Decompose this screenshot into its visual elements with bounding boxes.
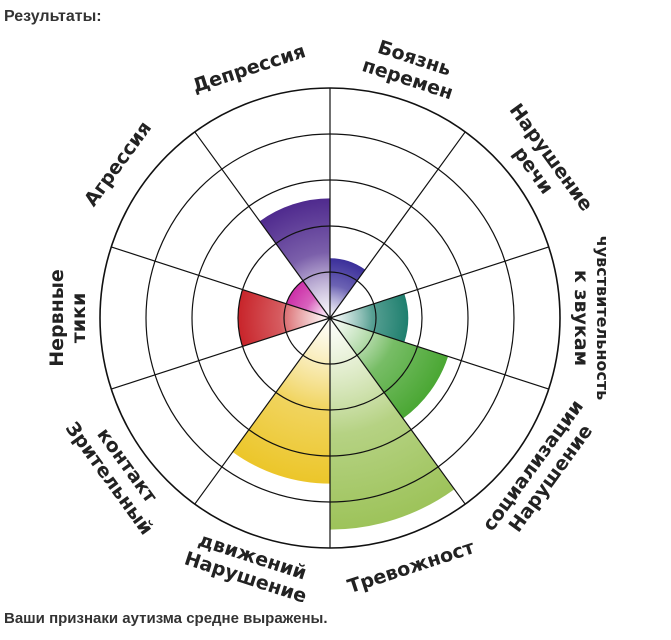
chart-sectors bbox=[232, 198, 455, 530]
label-7: контактЗрительный bbox=[61, 405, 175, 539]
grid-spoke-5 bbox=[329, 317, 466, 505]
result-text: Ваши признаки аутизма средне выражены. bbox=[4, 610, 328, 627]
grid-spoke-3 bbox=[329, 246, 549, 319]
label-9: Агрессия bbox=[80, 117, 156, 210]
sector-6 bbox=[232, 318, 330, 484]
grid-spoke-4 bbox=[329, 317, 549, 390]
label-10: Депрессия bbox=[190, 40, 309, 97]
chart-grid bbox=[99, 87, 561, 549]
label-6: движенийНарушение bbox=[182, 527, 316, 608]
label-3: чувствительностьк звукам bbox=[570, 236, 612, 401]
label-2: Нарушениеречи bbox=[487, 100, 597, 229]
label-8: Нервныетики bbox=[46, 269, 90, 367]
grid-spoke-10 bbox=[194, 131, 331, 319]
grid-spoke-8 bbox=[111, 317, 331, 390]
grid-spoke-2 bbox=[329, 131, 466, 319]
sector-9 bbox=[286, 280, 330, 318]
results-heading: Результаты: bbox=[4, 8, 102, 25]
sector-3 bbox=[330, 293, 409, 343]
sector-10 bbox=[259, 198, 330, 318]
grid-spoke-9 bbox=[111, 246, 331, 319]
label-1: Боязньперемен bbox=[359, 33, 462, 104]
sector-4 bbox=[330, 318, 449, 419]
label-4: социализацииНарушение bbox=[478, 396, 605, 548]
grid-spoke-7 bbox=[194, 317, 331, 505]
